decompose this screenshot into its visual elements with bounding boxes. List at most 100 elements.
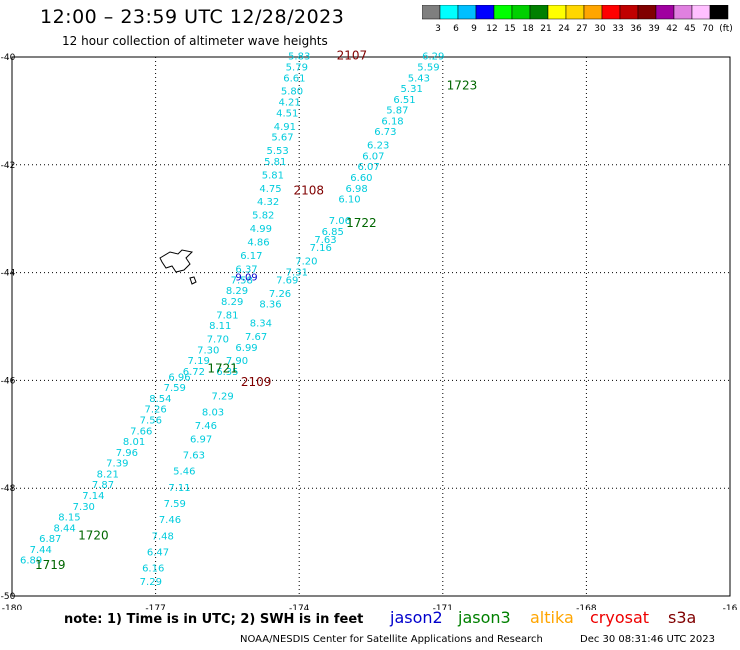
- wave-height-label: 7.14: [82, 491, 104, 502]
- wave-height-label: 5.31: [401, 84, 423, 95]
- wave-height-label: 4.86: [247, 238, 269, 249]
- wave-height-label: 4.99: [250, 224, 272, 235]
- legend-item-jason2: jason2: [390, 608, 443, 627]
- colorbar-label: 39: [648, 24, 660, 34]
- wave-height-label: 6.72: [183, 367, 205, 378]
- wave-height-label: 5.87: [386, 106, 408, 117]
- wave-height-label: 7.59: [164, 499, 186, 510]
- lat-tick-label: -48: [1, 484, 16, 494]
- wave-height-label: 7.59: [164, 383, 186, 394]
- pass-time-label: 1721: [207, 361, 238, 375]
- wave-height-label: 6.85: [322, 227, 344, 238]
- wave-height-label: 6.99: [235, 343, 257, 354]
- wave-height-label: 5.82: [252, 211, 274, 222]
- pass-time-label: 2109: [241, 375, 272, 389]
- wave-height-label: 6.73: [374, 127, 396, 138]
- wave-height-label: 8.15: [58, 513, 80, 524]
- wave-height-label: 7.46: [195, 421, 217, 432]
- wave-height-label: 5.59: [417, 62, 439, 73]
- wave-height-label: 6.17: [240, 251, 262, 262]
- map-panel: -180 -177 -174 -171 -168 -16 -40 -42 -44 -46 -48 -5…: [1, 49, 738, 610]
- lon-tick-label: -180: [2, 604, 23, 610]
- pass-time-label: 1722: [346, 216, 377, 230]
- wave-height-label: 8.03: [202, 407, 224, 418]
- wave-height-label: 4.32: [257, 197, 279, 208]
- pass-time-label: 1723: [447, 78, 478, 92]
- legend-item-s3a: s3a: [668, 608, 697, 627]
- wave-height-label: 7.66: [130, 426, 152, 437]
- wave-height-label: 6.35: [216, 367, 238, 378]
- lon-tick-label: -168: [576, 604, 597, 610]
- wave-height-label: 7.30: [73, 502, 95, 513]
- colorbar-label: 9: [471, 24, 477, 34]
- wave-height-label: 8.29: [226, 286, 248, 297]
- lat-tick-label: -40: [1, 53, 16, 63]
- page-title: 12:00 – 23:59 UTC 12/28/2023: [40, 6, 345, 28]
- lon-tick-label: -171: [433, 604, 453, 610]
- wave-height-label: 5.81: [264, 157, 286, 168]
- wave-height-label: 4.51: [276, 108, 298, 119]
- wave-height-label: 7.44: [30, 545, 52, 556]
- colorbar-label: 70: [702, 24, 714, 34]
- wave-height-label: 4.91: [274, 122, 296, 133]
- colorbar-label: 21: [540, 24, 551, 34]
- pass-time-label: 1719: [35, 558, 66, 572]
- colorbar-label: (ft): [719, 24, 732, 34]
- wave-height-label: 4.21: [278, 98, 300, 109]
- page-subtitle: 12 hour collection of altimeter wave hei…: [62, 34, 328, 48]
- wave-height-label: 6.96: [168, 372, 190, 383]
- wave-height-label: 5.81: [262, 170, 284, 181]
- wave-height-label: 7.30: [197, 345, 219, 356]
- wave-height-label: 6.37: [235, 265, 257, 276]
- wave-height-label: 7.19: [188, 356, 210, 367]
- colorbar-label: 33: [612, 24, 623, 34]
- wave-height-label: 8.11: [209, 321, 231, 332]
- wave-height-label: 8.54: [149, 394, 171, 405]
- colorbar-label: 6: [453, 24, 459, 34]
- colorbar-label: 27: [576, 24, 587, 34]
- colorbar-label: 42: [666, 24, 677, 34]
- wave-height-label: 7.16: [310, 243, 332, 254]
- lat-tick-label: -50: [1, 592, 16, 602]
- colorbar-label: 24: [558, 24, 570, 34]
- lon-tick-label: -16: [723, 604, 738, 610]
- wave-height-label: 7.29: [140, 577, 162, 588]
- wave-height-label: 6.51: [393, 95, 415, 106]
- credit-text: NOAA/NESDIS Center for Satellite Applica…: [240, 634, 543, 645]
- colorbar-label: 18: [522, 24, 534, 34]
- wave-height-label: 6.07: [362, 151, 384, 162]
- lon-tick-label: -174: [289, 604, 310, 610]
- wave-height-label: 7.70: [207, 335, 229, 346]
- wave-height-label: 9.09: [235, 273, 257, 284]
- colorbar-label: 30: [594, 24, 606, 34]
- wave-height-label: 8.36: [259, 300, 281, 311]
- wave-height-label: 7.31: [286, 267, 308, 278]
- colorbar-label: 45: [684, 24, 695, 34]
- wave-height-label: 7.11: [168, 483, 190, 494]
- wave-height-label: 6.89: [20, 556, 42, 567]
- wave-height-label: 7.63: [314, 235, 336, 246]
- wave-height-label: 7.69: [276, 275, 298, 286]
- pass-time-label: 2107: [337, 49, 368, 63]
- pass-time-label: 1720: [78, 528, 109, 542]
- wave-height-label: 6.07: [357, 162, 379, 173]
- wave-height-label: 8.34: [250, 319, 272, 330]
- wave-height-label: 8.29: [221, 297, 243, 308]
- wave-height-label: 8.01: [123, 437, 145, 448]
- wave-height-label: 6.47: [147, 548, 169, 559]
- wave-height-label: 5.43: [408, 73, 430, 84]
- colorbar-label: 3: [435, 24, 441, 34]
- wave-height-label: 6.60: [350, 173, 372, 184]
- wave-height-label: 5.79: [286, 62, 308, 73]
- wave-height-label: 7.63: [183, 451, 205, 462]
- wave-height-label: 7.67: [245, 332, 267, 343]
- islet-outline: [189, 276, 197, 285]
- colorbar-swatch: [709, 5, 729, 20]
- footer-note: note: 1) Time is in UTC; 2) SWH is in fe…: [64, 612, 364, 627]
- wave-height-label: 7.20: [295, 257, 317, 268]
- wave-height-label: 6.87: [39, 534, 61, 545]
- lat-tick-label: -44: [1, 269, 16, 279]
- colorbar-label: 36: [630, 24, 642, 34]
- wave-height-label: 6.98: [346, 184, 368, 195]
- wave-height-label: 7.39: [106, 459, 128, 470]
